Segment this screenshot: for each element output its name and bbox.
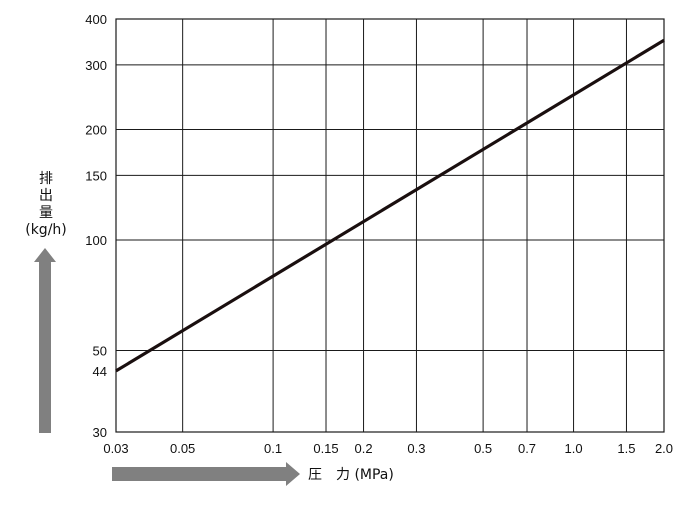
y-tick-label-50: 50 <box>93 344 107 359</box>
x-tick-label-0-15: 0.15 <box>313 441 338 456</box>
y-axis-ticks: 30 44 50 100 150 200 300 400 <box>85 12 107 440</box>
y-tick-label-150: 150 <box>85 168 107 183</box>
y-axis-arrow <box>34 248 56 433</box>
y-tick-label-44: 44 <box>93 364 107 379</box>
y-axis-title-char-3: 量 <box>39 205 53 221</box>
x-axis-ticks: 0.03 0.05 0.1 0.15 0.2 0.3 0.5 0.7 1.0 1.5 2.0 <box>103 441 673 456</box>
y-axis-title-char-2: 出 <box>39 188 53 204</box>
x-tick-label-2: 2.0 <box>655 441 673 456</box>
grid <box>115 18 665 433</box>
x-tick-label-0-03: 0.03 <box>103 441 128 456</box>
y-axis-title-char-1: 排 <box>39 171 53 187</box>
x-tick-label-0-5: 0.5 <box>474 441 492 456</box>
series-group <box>115 38 665 373</box>
plot-frame <box>115 18 665 433</box>
x-tick-label-1: 1.0 <box>565 441 583 456</box>
x-axis-title: 圧 力 (MPa) <box>308 467 394 483</box>
x-tick-label-0-1: 0.1 <box>264 441 282 456</box>
y-axis-title-unit: (kg/h) <box>25 222 67 238</box>
y-tick-label-30: 30 <box>93 425 107 440</box>
series-line-1 <box>115 38 665 373</box>
y-tick-label-400: 400 <box>85 12 107 27</box>
x-tick-label-1-5: 1.5 <box>617 441 635 456</box>
y-tick-label-200: 200 <box>85 123 107 138</box>
x-tick-label-0-7: 0.7 <box>518 441 536 456</box>
x-axis-arrow <box>112 462 300 486</box>
x-tick-label-0-2: 0.2 <box>355 441 373 456</box>
x-tick-label-0-3: 0.3 <box>407 441 425 456</box>
x-tick-label-0-05: 0.05 <box>170 441 195 456</box>
y-tick-label-100: 100 <box>85 233 107 248</box>
y-tick-label-300: 300 <box>85 58 107 73</box>
